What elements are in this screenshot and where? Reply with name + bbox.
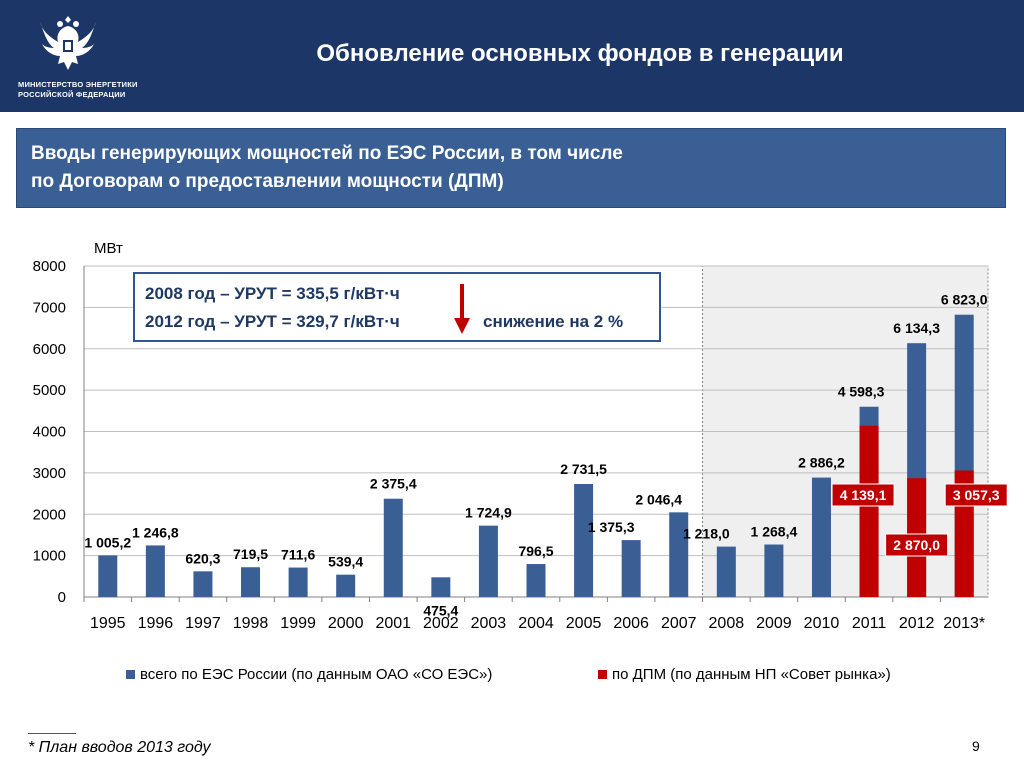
bar-total-label: 1 724,9 [465, 505, 512, 521]
bar-total-label: 6 134,3 [893, 320, 940, 336]
y-tick-label: 5000 [33, 382, 66, 399]
bar-total [145, 545, 165, 597]
bar-total [526, 564, 546, 597]
bar-total-label: 719,5 [233, 546, 268, 562]
y-tick-label: 1000 [33, 548, 66, 565]
y-tick-label: 2000 [33, 506, 66, 523]
arrow-down-icon [454, 284, 470, 334]
urut-callout: 2008 год – УРУТ = 335,5 г/кВт·ч 2012 год… [133, 272, 661, 342]
bar-total-label: 2 375,4 [370, 476, 417, 492]
x-tick-label: 2010 [804, 615, 840, 632]
x-tick-label: 1996 [138, 615, 174, 632]
eagle-emblem-icon [40, 16, 96, 70]
x-tick-label: 1995 [90, 615, 126, 632]
y-tick-label: 6000 [33, 341, 66, 358]
bar-total-label: 796,5 [518, 543, 553, 559]
bar-total [669, 512, 689, 597]
bar-dpm [859, 425, 879, 597]
dpm-label-box [944, 483, 1008, 507]
urut-2012: 2012 год – УРУТ = 329,7 г/кВт·ч [145, 312, 400, 331]
bar-total [98, 555, 118, 597]
bar-total-label: 2 731,5 [560, 461, 607, 477]
x-tick-label: 2000 [328, 615, 364, 632]
ministry-line-1: МИНИСТЕРСТВО ЭНЕРГЕТИКИ [18, 80, 138, 89]
header-bar: МИНИСТЕРСТВО ЭНЕРГЕТИКИ РОССИЙСКОЙ ФЕДЕР… [0, 0, 1024, 112]
bar-total-label: 539,4 [328, 554, 363, 570]
y-tick-label: 8000 [33, 258, 66, 275]
ministry-name: МИНИСТЕРСТВО ЭНЕРГЕТИКИ РОССИЙСКОЙ ФЕДЕР… [18, 80, 158, 100]
x-tick-label: 1999 [280, 615, 316, 632]
subtitle-box: Вводы генерирующих мощностей по ЕЭС Росс… [16, 128, 1006, 208]
x-tick-label: 2006 [613, 615, 649, 632]
x-tick-label: 2008 [709, 615, 745, 632]
bar-total-label: 711,6 [281, 547, 315, 563]
bar-total-label: 1 268,4 [751, 524, 798, 540]
bar-total-label: 1 375,3 [588, 519, 635, 535]
bar-total-label: 2 046,4 [635, 491, 682, 507]
bar-total-label: 2 886,2 [798, 455, 845, 471]
footnote: * План вводов 2013 году [28, 739, 211, 756]
bar-total [478, 525, 498, 597]
legend-label-dpm: по ДПМ (по данным НП «Совет рынка») [612, 666, 891, 683]
y-tick-label: 3000 [33, 465, 66, 482]
bar-dpm-label: 2 870,0 [893, 537, 940, 553]
bar-total [383, 498, 403, 597]
y-axis-label: МВт [94, 240, 123, 257]
bar-total [574, 483, 594, 597]
bar-total-label: 6 823,0 [941, 292, 988, 308]
bar-total [811, 477, 831, 597]
x-tick-label: 2012 [899, 615, 935, 632]
legend-label-total: всего по ЕЭС России (по данным ОАО «СО Е… [140, 666, 492, 683]
dpm-label-box [885, 533, 949, 557]
legend-swatch-total [126, 670, 135, 679]
x-tick-label: 2005 [566, 615, 602, 632]
dpm-label-box [831, 483, 895, 507]
y-tick-label: 7000 [33, 299, 66, 316]
bar-dpm-label: 3 057,3 [953, 487, 1000, 503]
x-tick-label: 1998 [233, 615, 269, 632]
x-tick-label: 2003 [471, 615, 507, 632]
page-title: Обновление основных фондов в генерации [316, 40, 844, 67]
bar-total [288, 567, 308, 597]
bar-dpm-label: 4 139,1 [840, 487, 887, 503]
y-tick-label: 4000 [33, 424, 66, 441]
x-tick-label: 2002 [423, 615, 459, 632]
footnote-rule [28, 733, 76, 734]
subtitle-line-1: Вводы генерирующих мощностей по ЕЭС Росс… [31, 143, 623, 164]
bar-total [621, 540, 641, 597]
x-tick-label: 2004 [518, 615, 554, 632]
bar-total-label: 4 598,3 [838, 384, 885, 400]
ministry-line-2: РОССИЙСКОЙ ФЕДЕРАЦИИ [18, 90, 126, 99]
bar-total [336, 574, 356, 597]
bar-total-label: 1 246,8 [132, 524, 179, 540]
urut-2008: 2008 год – УРУТ = 335,5 г/кВт·ч [145, 284, 400, 303]
bar-total [764, 544, 784, 597]
urut-decrease: снижение на 2 % [483, 312, 624, 331]
bar-total [241, 567, 261, 597]
x-tick-label: 2013* [943, 615, 985, 632]
x-tick-label: 1997 [185, 615, 221, 632]
page-number: 9 [972, 738, 980, 754]
x-tick-label: 2009 [756, 615, 792, 632]
bar-total [431, 577, 451, 597]
x-tick-label: 2001 [375, 615, 411, 632]
bar-total [193, 571, 213, 597]
legend-swatch-dpm [598, 670, 607, 679]
bar-total-label: 1 218,0 [683, 526, 730, 542]
bar-total-label: 475,4 [423, 602, 458, 618]
subtitle-line-2: по Договорам о предоставлении мощности (… [31, 171, 504, 192]
x-tick-label: 2011 [852, 615, 887, 632]
bar-total [716, 546, 736, 597]
bar-total-label: 620,3 [185, 550, 220, 566]
y-tick-label: 0 [58, 589, 66, 606]
x-tick-label: 2007 [661, 615, 697, 632]
bar-total-label: 1 005,2 [84, 534, 131, 550]
bar-chart: 0 1000 2000 3000 4000 5000 6000 7000 8000 МВт 1995… [33, 240, 1008, 683]
